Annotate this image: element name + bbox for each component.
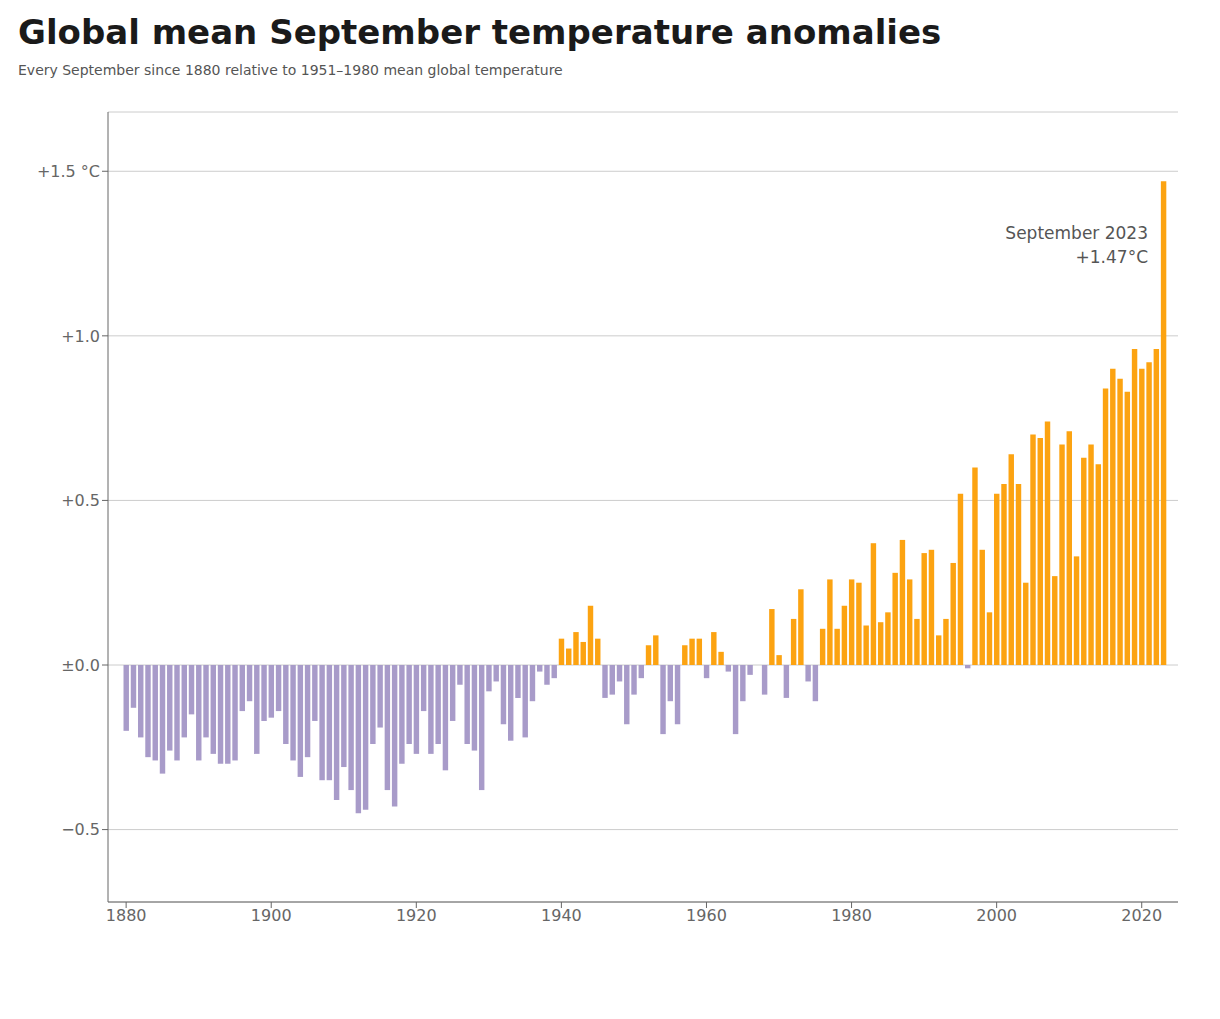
svg-text:+1.5 °C: +1.5 °C xyxy=(37,162,100,181)
svg-text:1960: 1960 xyxy=(686,906,727,925)
svg-text:±0.0: ±0.0 xyxy=(61,656,100,675)
svg-text:1920: 1920 xyxy=(396,906,437,925)
svg-text:1940: 1940 xyxy=(541,906,582,925)
svg-text:1900: 1900 xyxy=(251,906,292,925)
svg-text:1980: 1980 xyxy=(831,906,872,925)
html-text:September 2023: September 2023 xyxy=(1005,223,1148,243)
html-text:Global mean September temperat: Global mean September temperature anomal… xyxy=(18,12,942,52)
svg-text:−0.5: −0.5 xyxy=(61,820,100,839)
svg-text:1880: 1880 xyxy=(106,906,147,925)
html-text:Every September since 1880 rel: Every September since 1880 relative to 1… xyxy=(18,62,563,78)
svg-text:+1.0: +1.0 xyxy=(61,327,100,346)
html-text:+1.47°C: +1.47°C xyxy=(1075,246,1148,267)
svg-text:2020: 2020 xyxy=(1121,906,1162,925)
svg-text:+0.5: +0.5 xyxy=(61,491,100,510)
svg-text:2000: 2000 xyxy=(976,906,1017,925)
